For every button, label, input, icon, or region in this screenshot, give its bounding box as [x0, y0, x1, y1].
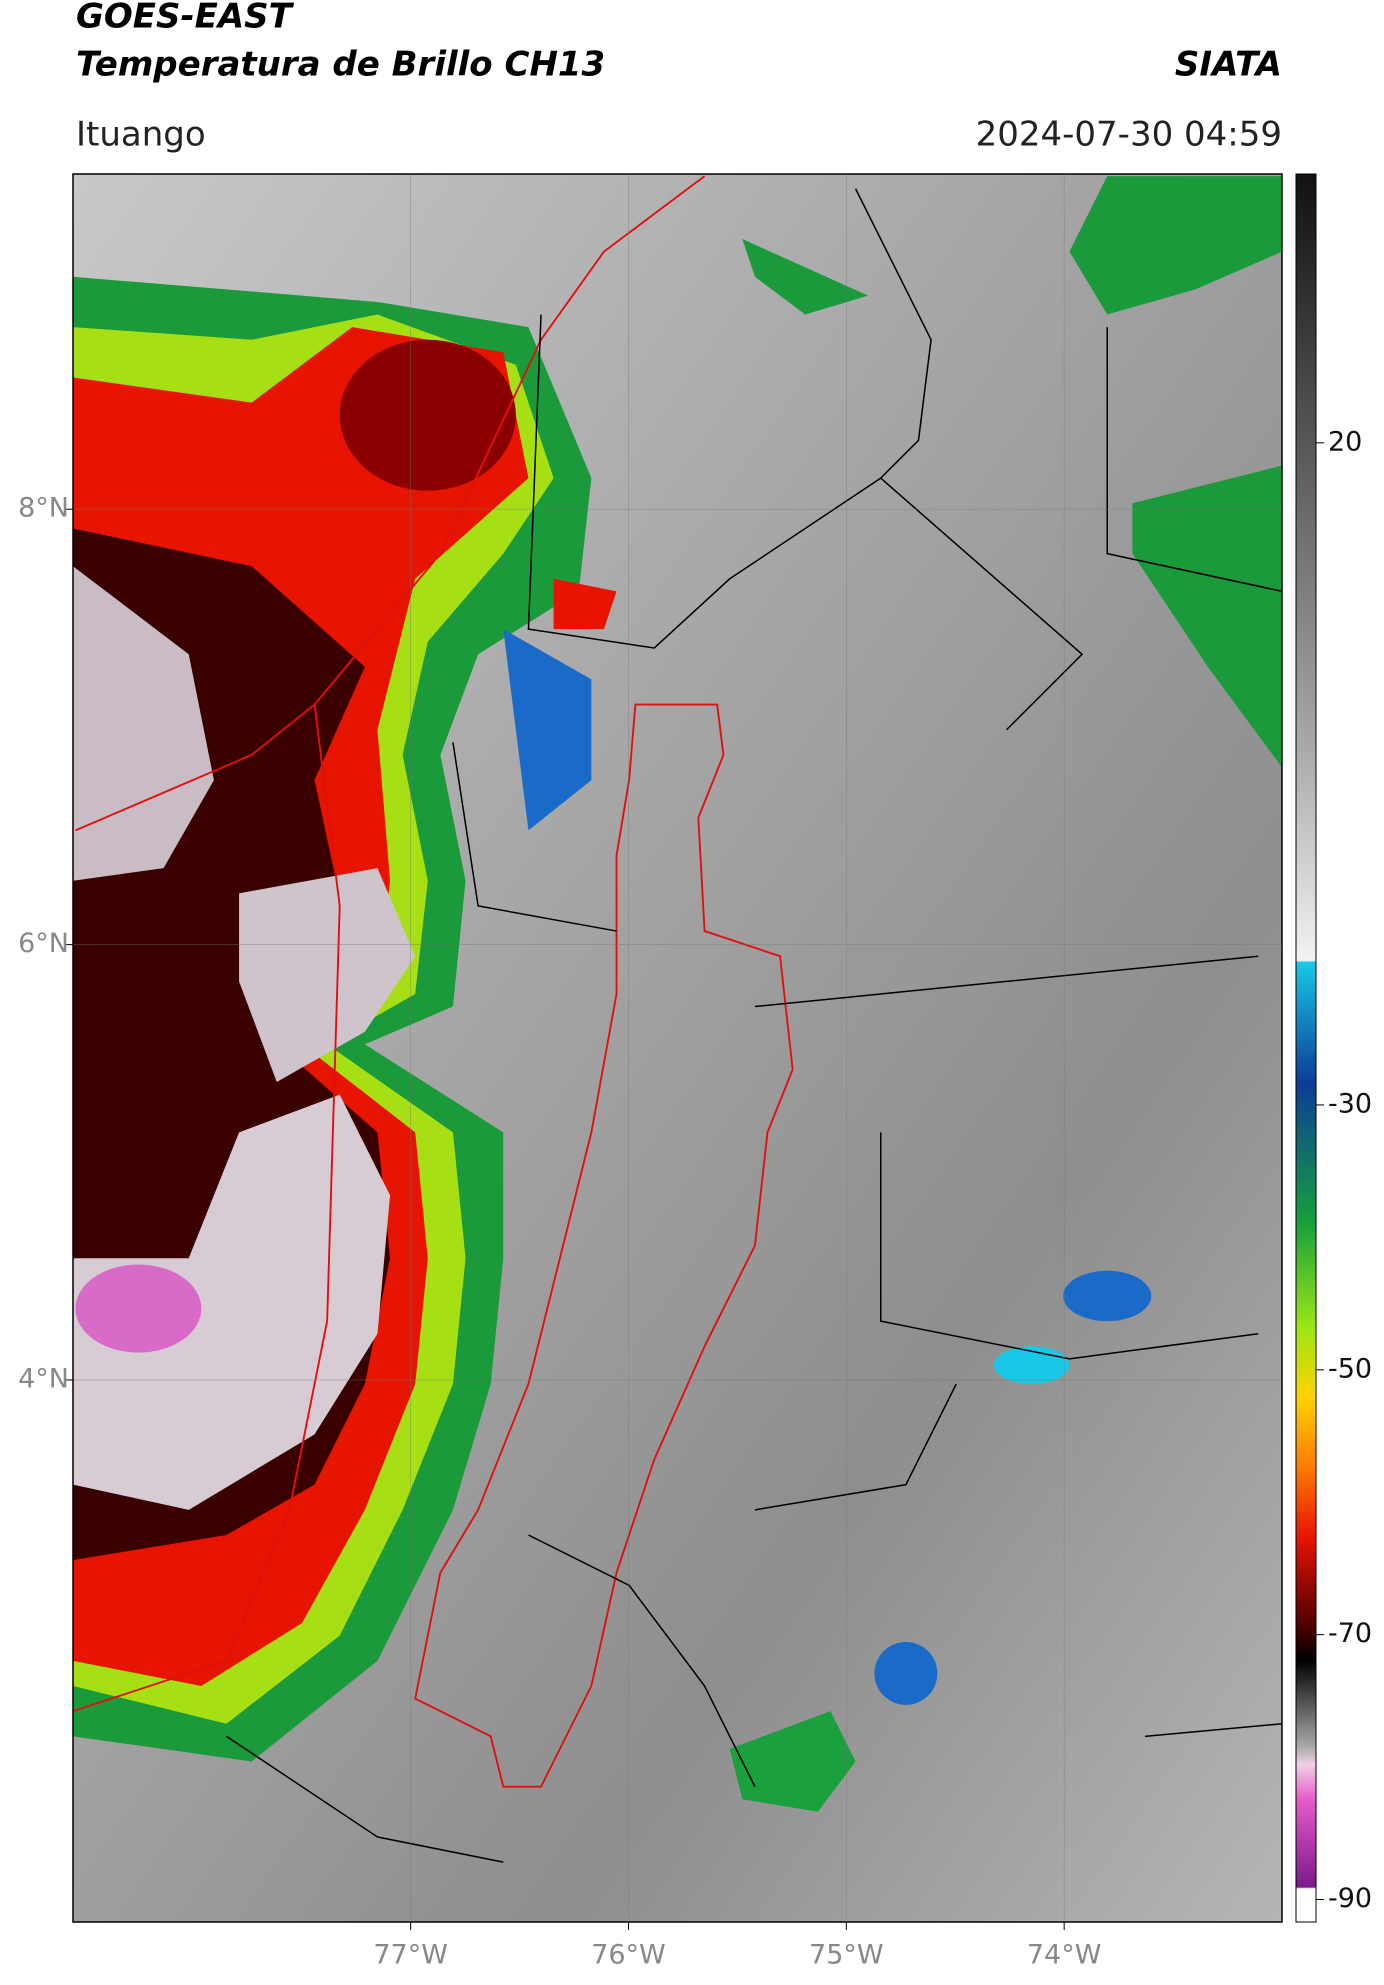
x-tick-label: 77°W	[373, 1940, 448, 1971]
colorbar-tick-label: 20	[1328, 426, 1362, 457]
y-tick-label: 6°N	[18, 928, 69, 959]
colorbar-tick-label: -70	[1328, 1618, 1372, 1649]
timestamp: 2024-07-30 04:59	[976, 115, 1282, 155]
title: GOES-EAST	[76, 0, 295, 37]
subtitle: Temperatura de Brillo CH13	[76, 45, 605, 85]
map-frame	[72, 173, 1283, 1923]
source: SIATA	[1175, 45, 1282, 85]
map-image	[73, 174, 1282, 1922]
x-tick-label: 74°W	[1027, 1940, 1102, 1971]
colorbar-tick-label: -30	[1328, 1088, 1372, 1119]
colorbar	[1295, 173, 1317, 1923]
colorbar-tick-label: -50	[1328, 1353, 1372, 1384]
x-tick-label: 75°W	[809, 1940, 884, 1971]
x-tick-label: 76°W	[591, 1940, 666, 1971]
colorbar-tick-label: -90	[1328, 1883, 1372, 1914]
location: Ituango	[76, 115, 206, 155]
y-tick-label: 8°N	[18, 493, 69, 524]
y-tick-label: 4°N	[18, 1363, 69, 1394]
